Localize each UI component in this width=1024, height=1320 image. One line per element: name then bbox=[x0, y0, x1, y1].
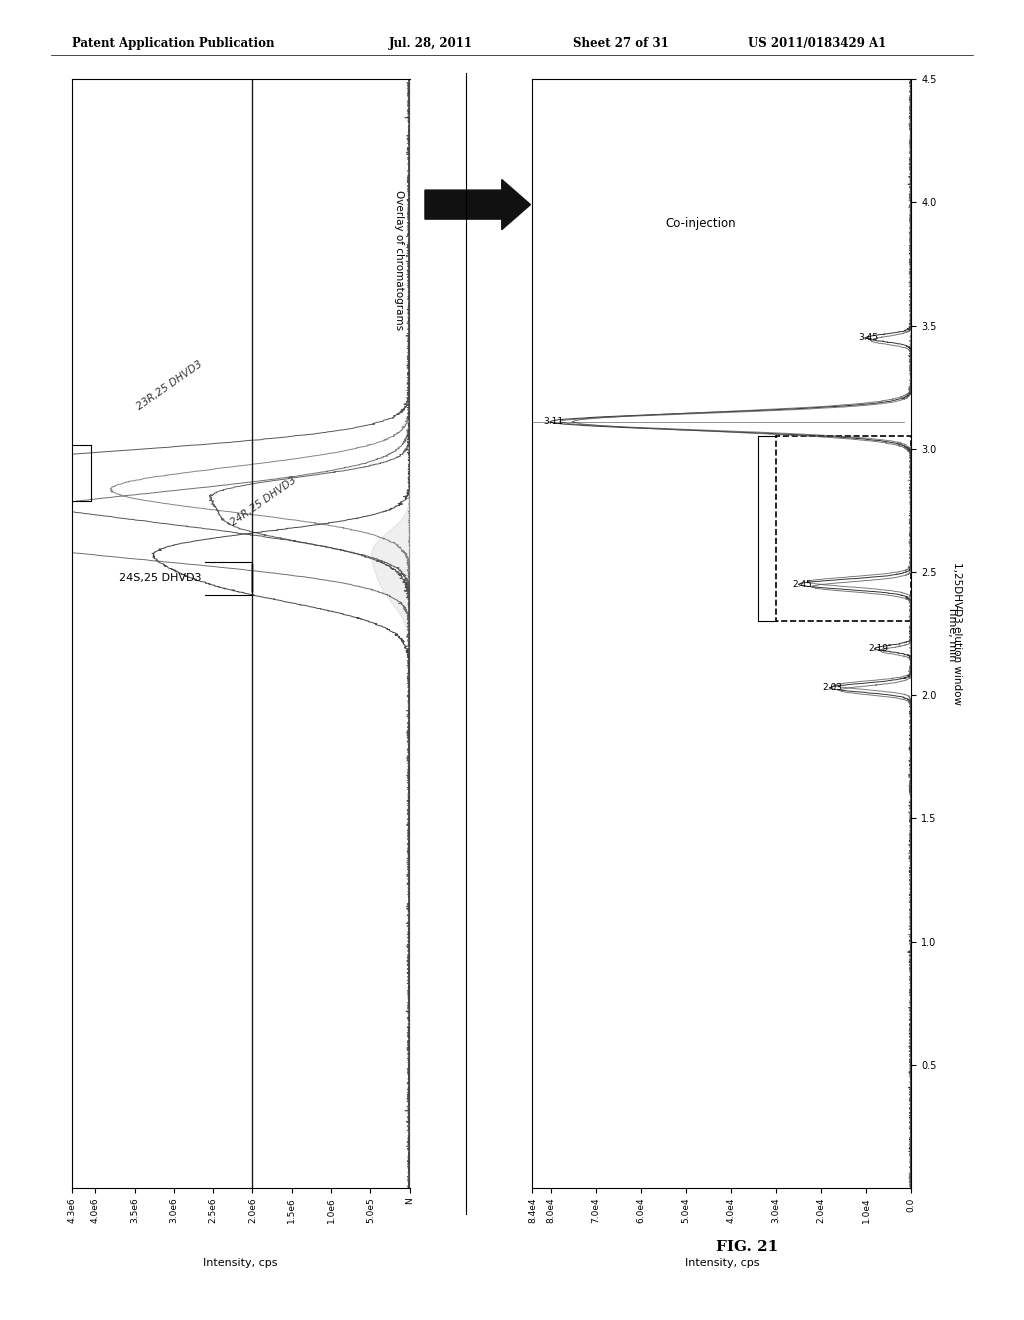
X-axis label: Intensity, cps: Intensity, cps bbox=[685, 1258, 759, 1269]
Text: US 2011/0183429 A1: US 2011/0183429 A1 bbox=[748, 37, 886, 50]
Bar bbox=[776, 437, 911, 622]
Text: 1,25DHVD3 elution window: 1,25DHVD3 elution window bbox=[952, 562, 962, 705]
Text: 23R,25 DHVD3: 23R,25 DHVD3 bbox=[134, 359, 204, 412]
Text: Co-injection: Co-injection bbox=[666, 216, 735, 230]
Text: 24R,25 DHVD3: 24R,25 DHVD3 bbox=[228, 475, 298, 528]
Text: 2.19: 2.19 bbox=[868, 644, 889, 653]
Text: 2.45: 2.45 bbox=[792, 579, 812, 589]
Text: 24S,25 DHVD3: 24S,25 DHVD3 bbox=[119, 573, 202, 583]
Text: Sheet 27 of 31: Sheet 27 of 31 bbox=[573, 37, 670, 50]
Text: FIG. 21: FIG. 21 bbox=[717, 1241, 778, 1254]
Text: 3.45: 3.45 bbox=[858, 334, 878, 342]
Text: Patent Application Publication: Patent Application Publication bbox=[72, 37, 274, 50]
Y-axis label: Time, min: Time, min bbox=[947, 606, 957, 661]
Text: 2.03: 2.03 bbox=[822, 684, 843, 692]
Text: Overlay of chromatograms: Overlay of chromatograms bbox=[394, 190, 404, 330]
X-axis label: Intensity, cps: Intensity, cps bbox=[204, 1258, 278, 1269]
Text: Jul. 28, 2011: Jul. 28, 2011 bbox=[389, 37, 473, 50]
Text: 3.11: 3.11 bbox=[543, 417, 563, 426]
